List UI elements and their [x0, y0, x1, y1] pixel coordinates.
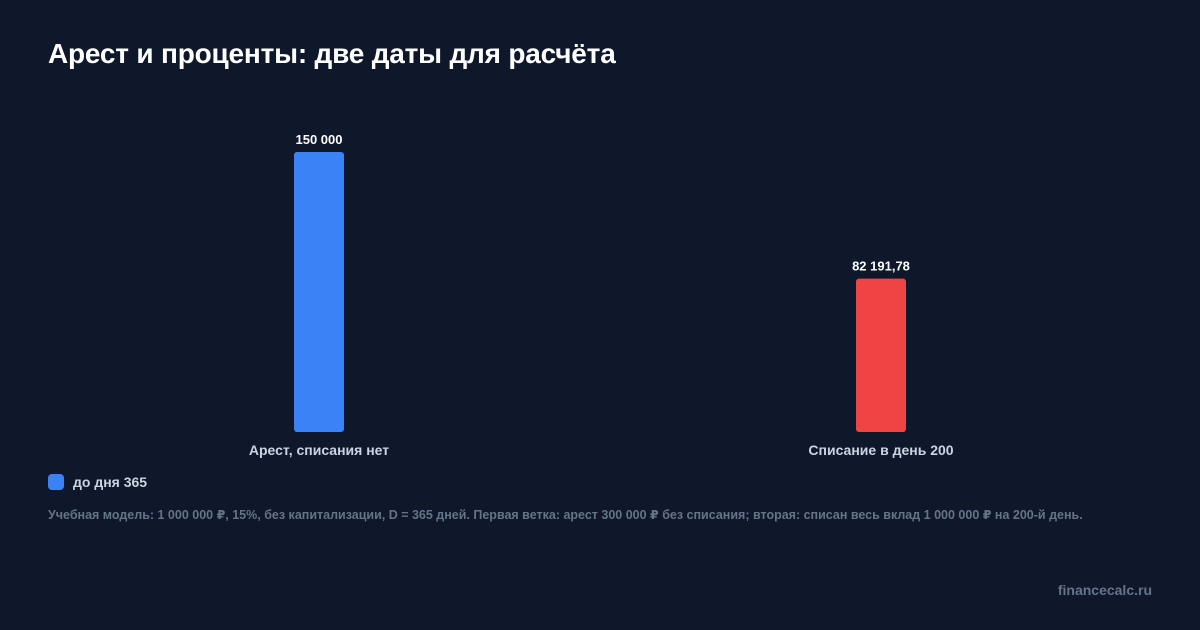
- footnote: Учебная модель: 1 000 000 ₽, 15%, без ка…: [48, 508, 1083, 522]
- bar-value-label-1: 150 000: [296, 132, 343, 147]
- bar-value-label-2: 82 191,78: [852, 259, 910, 274]
- bar-chart: 150 000 Арест, списания нет 82 191,78 Списа…: [249, 132, 954, 458]
- chart-title: Арест и проценты: две даты для расчёта: [48, 38, 616, 69]
- site-watermark: financecalc.ru: [1057, 582, 1152, 598]
- bar-1: [294, 152, 344, 432]
- category-label-2: Списание в день 200: [808, 442, 953, 458]
- category-label-1: Арест, списания нет: [249, 442, 389, 458]
- legend-swatch: [48, 474, 64, 490]
- bar-2: [856, 278, 906, 432]
- legend: до дня 365: [48, 474, 147, 490]
- legend-label: до дня 365: [73, 474, 148, 490]
